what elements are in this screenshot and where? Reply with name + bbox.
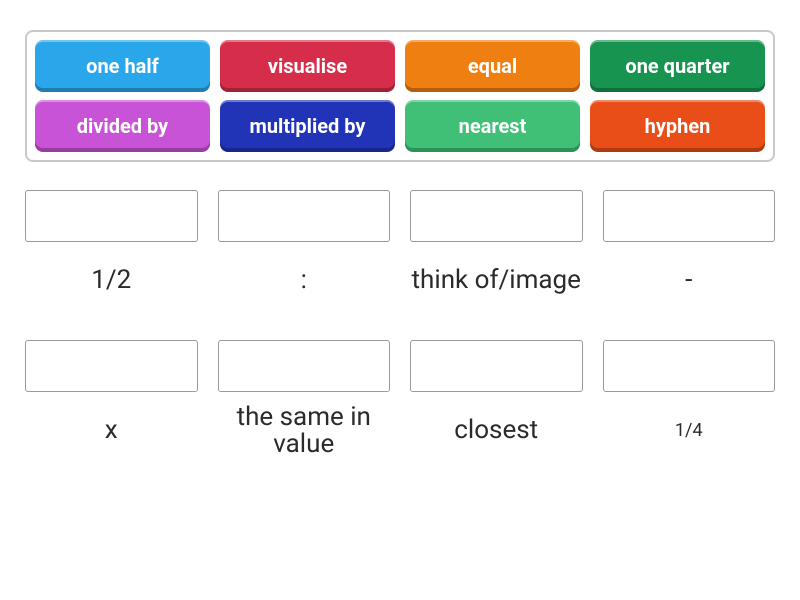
drop-cell: : [218,190,391,310]
drop-label: closest [454,402,538,460]
drop-box-8[interactable] [603,340,776,392]
drop-label: think of/image [412,252,581,310]
drop-label: - [685,252,692,310]
tile-hyphen[interactable]: hyphen [590,100,765,152]
tile-one-half[interactable]: one half [35,40,210,92]
tile-visualise[interactable]: visualise [220,40,395,92]
drop-label: 1/4 [675,402,703,460]
tile-one-quarter[interactable]: one quarter [590,40,765,92]
drop-box-1[interactable] [25,190,198,242]
drop-box-3[interactable] [410,190,583,242]
tile-row-1: one half visualise equal one quarter [35,40,765,92]
tile-nearest[interactable]: nearest [405,100,580,152]
drop-label: : [301,252,307,310]
tile-equal[interactable]: equal [405,40,580,92]
drop-cell: x [25,340,198,460]
drop-label: the same in value [218,402,391,460]
drop-cell: - [603,190,776,310]
drop-box-2[interactable] [218,190,391,242]
drop-cell: 1/4 [603,340,776,460]
tile-multiplied-by[interactable]: multiplied by [220,100,395,152]
drop-box-5[interactable] [25,340,198,392]
drop-box-4[interactable] [603,190,776,242]
tile-divided-by[interactable]: divided by [35,100,210,152]
tile-row-2: divided by multiplied by nearest hyphen [35,100,765,152]
drop-box-7[interactable] [410,340,583,392]
drop-cell: think of/image [410,190,583,310]
drop-label: x [105,402,118,460]
drop-label: 1/2 [91,252,131,310]
drop-box-6[interactable] [218,340,391,392]
tile-tray: one half visualise equal one quarter div… [25,30,775,162]
drop-cell: 1/2 [25,190,198,310]
drop-cell: the same in value [218,340,391,460]
drop-grid: 1/2 : think of/image - x the same in val… [25,190,775,460]
drop-cell: closest [410,340,583,460]
